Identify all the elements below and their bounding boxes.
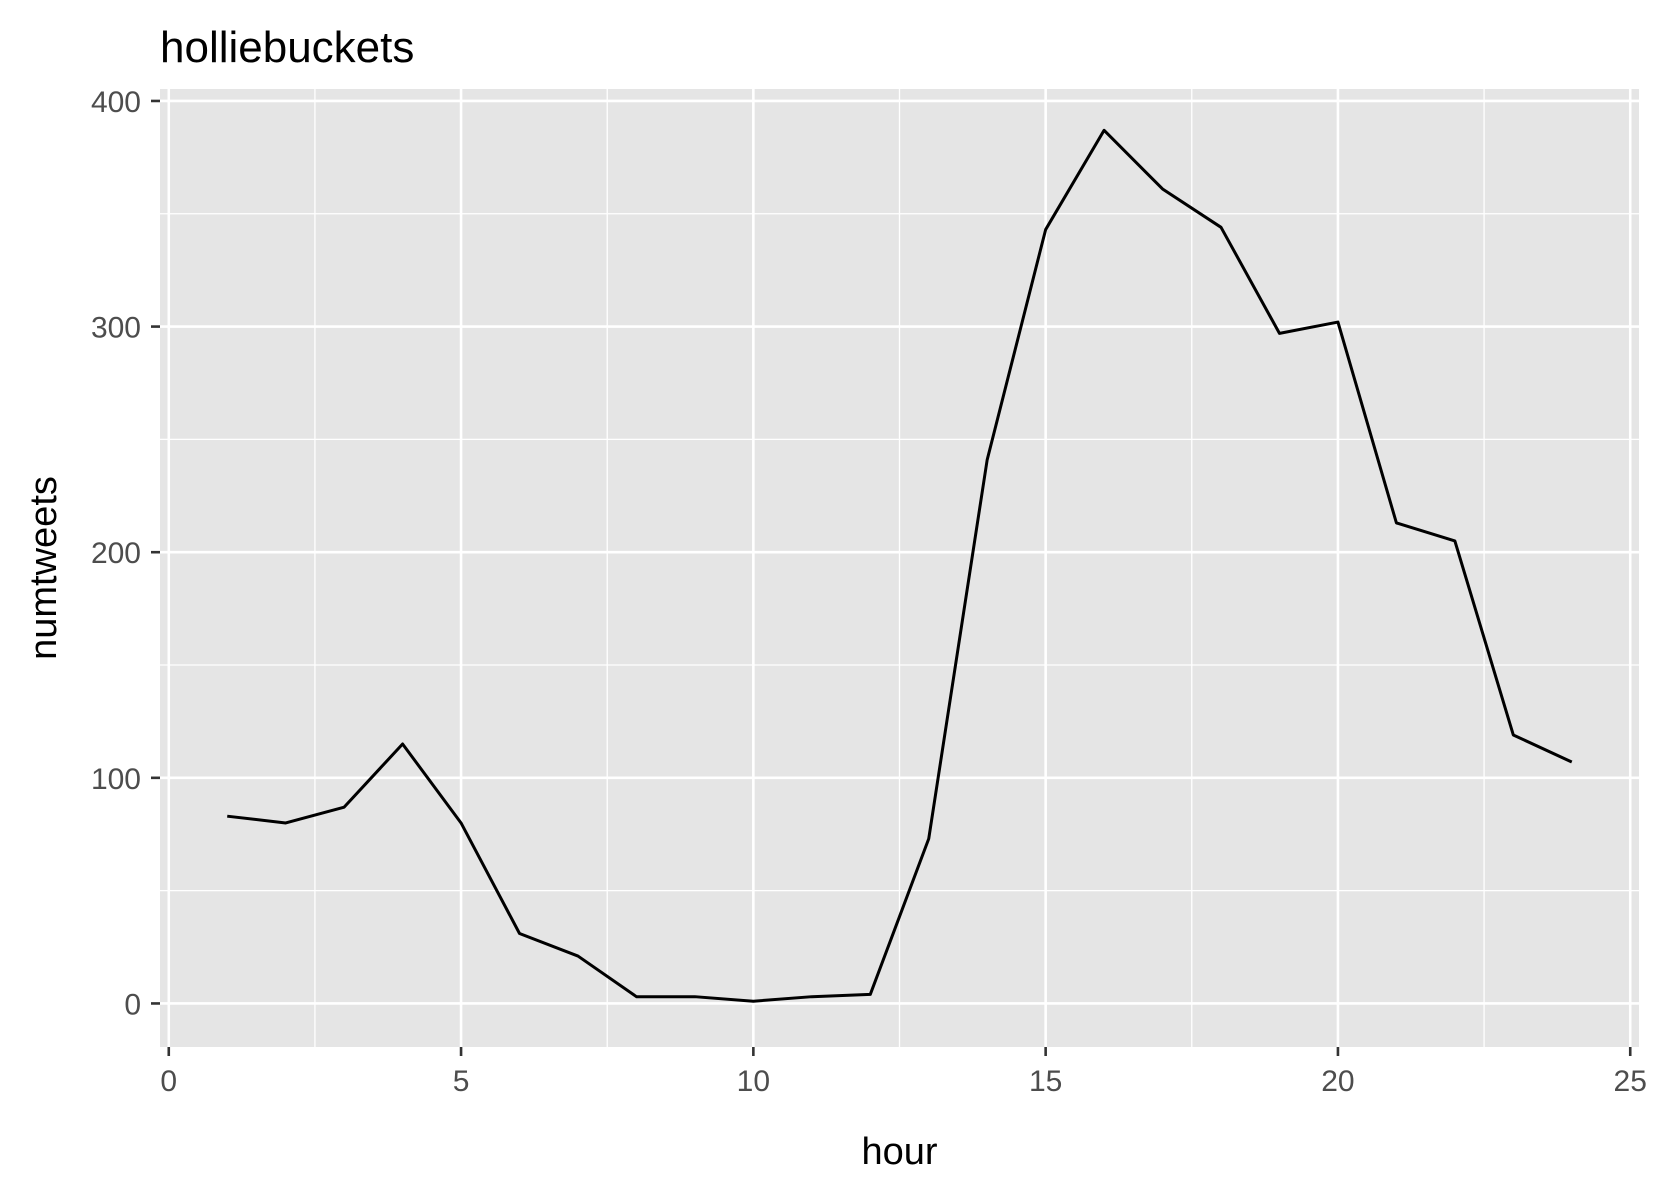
x-tick-label: 25 [1614, 1065, 1647, 1098]
minor-gridlines [160, 89, 1639, 1047]
major-gridlines [160, 89, 1639, 1047]
y-tick-label: 200 [91, 537, 141, 570]
y-tick-label: 100 [91, 763, 141, 796]
x-tick-label: 15 [1029, 1065, 1062, 1098]
y-tick-label: 0 [124, 988, 141, 1021]
x-axis: 0 5 10 15 20 25 [160, 1047, 1647, 1098]
series-line-1 [227, 128, 1573, 1003]
y-axis-title: numtweets [23, 476, 65, 660]
y-axis: 0 100 200 300 400 [91, 86, 160, 1021]
y-tick-label: 400 [91, 86, 141, 119]
x-axis-title: hour [861, 1131, 937, 1173]
x-tick-label: 10 [737, 1065, 770, 1098]
x-tick-label: 20 [1321, 1065, 1354, 1098]
chart-title: holliebuckets [160, 23, 414, 72]
y-tick-label: 300 [91, 312, 141, 345]
x-tick-label: 5 [453, 1065, 470, 1098]
data-series [227, 128, 1573, 1003]
x-tick-label: 0 [160, 1065, 177, 1098]
